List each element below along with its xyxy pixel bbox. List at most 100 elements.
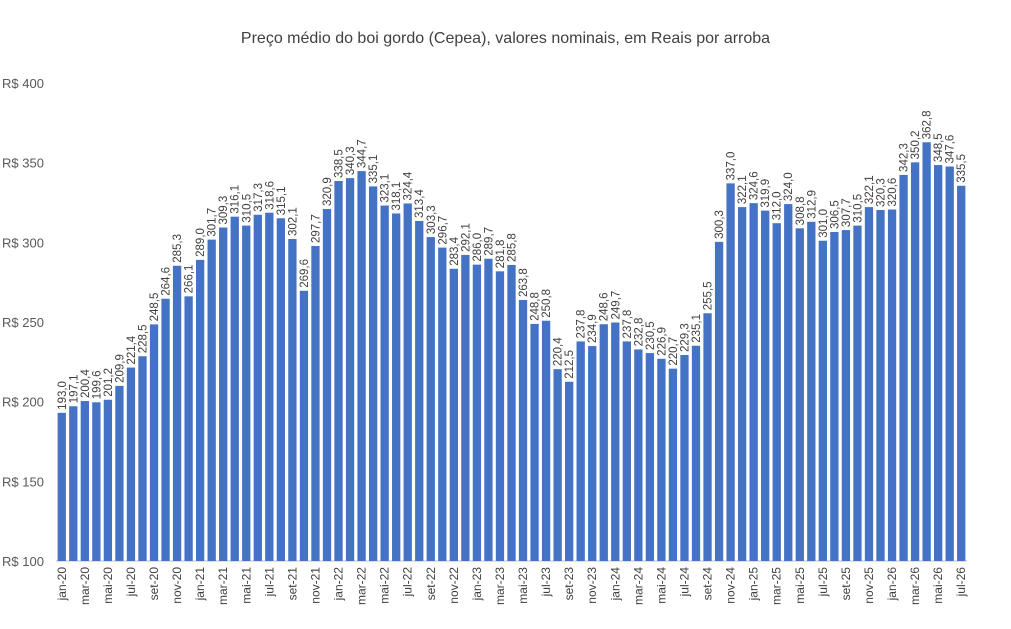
bar — [737, 207, 747, 561]
data-label: 200,4 — [80, 369, 92, 398]
data-label: 312,9 — [806, 190, 818, 219]
x-tick-label: jul-20 — [124, 567, 138, 598]
x-tick-label: jan-25 — [747, 567, 761, 602]
bar — [357, 171, 366, 562]
bar — [288, 238, 297, 562]
data-label: 324,0 — [783, 172, 795, 201]
bar — [103, 399, 113, 561]
bar — [830, 231, 839, 562]
bar — [172, 265, 182, 561]
data-label: 347,6 — [945, 135, 957, 164]
data-label: 340,3 — [345, 146, 357, 175]
data-label: 220,4 — [553, 337, 565, 366]
bar — [565, 381, 574, 561]
x-tick-label: mar-21 — [216, 567, 230, 605]
data-label: 337,0 — [726, 152, 738, 181]
data-label: 316,1 — [230, 185, 242, 214]
bar — [691, 345, 701, 561]
x-tick-label: mai-24 — [654, 567, 668, 604]
bar — [784, 204, 793, 561]
data-label: 318,6 — [264, 181, 276, 210]
bar — [634, 349, 643, 561]
bar — [518, 300, 528, 561]
data-label: 193,0 — [57, 381, 69, 410]
data-label: 285,3 — [172, 234, 184, 263]
data-label: 237,8 — [622, 310, 634, 339]
bar — [899, 174, 908, 561]
data-label: 248,6 — [599, 292, 611, 321]
bar — [611, 322, 620, 561]
data-label: 212,5 — [564, 350, 576, 379]
bar — [887, 209, 897, 561]
bar — [703, 313, 712, 561]
x-tick-label: mai-22 — [378, 567, 392, 604]
bar — [934, 165, 943, 561]
x-tick-label: jul-21 — [262, 567, 276, 598]
x-tick-label: jul-24 — [677, 567, 691, 598]
data-label: 281,8 — [495, 240, 507, 269]
data-label: 309,3 — [218, 196, 230, 225]
data-label: 310,5 — [852, 194, 864, 223]
x-tick-label: jan-23 — [470, 567, 484, 602]
x-tick-label: jul-23 — [539, 567, 553, 598]
data-label: 285,8 — [507, 233, 519, 262]
bar — [910, 162, 920, 561]
bar — [645, 353, 655, 561]
bar — [484, 258, 493, 561]
data-label: 318,1 — [391, 182, 403, 211]
bar — [449, 268, 458, 561]
data-label: 362,8 — [922, 110, 934, 139]
x-tick-label: jan-20 — [55, 567, 69, 602]
bar — [299, 290, 309, 561]
x-tick-label: set-24 — [701, 567, 715, 601]
data-label: 301,0 — [818, 209, 830, 238]
data-label: 300,3 — [714, 210, 726, 239]
data-label: 335,5 — [956, 154, 968, 183]
x-tick-label: jan-24 — [608, 567, 622, 602]
data-label: 344,7 — [357, 139, 369, 168]
data-label: 237,8 — [576, 310, 588, 339]
x-tick-label: jan-22 — [332, 567, 346, 602]
data-label: 226,9 — [656, 327, 668, 356]
x-tick-label: mar-22 — [355, 567, 369, 605]
data-label: 319,9 — [760, 179, 772, 208]
data-label: 229,3 — [679, 323, 691, 352]
data-label: 220,7 — [668, 337, 680, 366]
data-label: 249,7 — [610, 291, 622, 320]
x-tick-label: mar-24 — [631, 567, 645, 605]
data-label: 263,8 — [518, 268, 530, 297]
data-label: 297,7 — [310, 214, 322, 243]
bar — [126, 367, 136, 561]
data-label: 322,1 — [864, 175, 876, 204]
bar — [69, 406, 78, 561]
bar — [541, 320, 551, 561]
bar — [599, 324, 608, 561]
bar — [380, 205, 389, 561]
data-label: 283,4 — [449, 236, 461, 265]
x-tick-label: set-22 — [424, 567, 438, 601]
bar — [807, 221, 816, 561]
chart-title: Preço médio do boi gordo (Cepea), valore… — [240, 30, 771, 47]
x-tick-label: nov-20 — [170, 567, 184, 604]
data-label: 312,0 — [772, 191, 784, 220]
data-label: 307,7 — [841, 198, 853, 227]
data-label: 324,4 — [403, 171, 415, 200]
bar — [714, 241, 724, 562]
bar — [322, 209, 332, 561]
data-label: 308,8 — [795, 197, 807, 226]
bar — [207, 239, 216, 561]
data-label: 320,6 — [887, 178, 899, 207]
bar — [530, 323, 539, 561]
bar — [864, 207, 874, 561]
data-label: 310,5 — [241, 194, 253, 223]
y-tick-label: R$ 150 — [2, 474, 44, 489]
bar — [818, 240, 827, 562]
bar — [392, 213, 401, 562]
x-tick-label: mar-20 — [78, 567, 92, 605]
x-tick-label: nov-23 — [585, 567, 599, 604]
y-tick-label: R$ 100 — [2, 554, 44, 569]
bar — [841, 230, 851, 561]
bar — [276, 218, 286, 561]
data-label: 348,5 — [933, 133, 945, 162]
